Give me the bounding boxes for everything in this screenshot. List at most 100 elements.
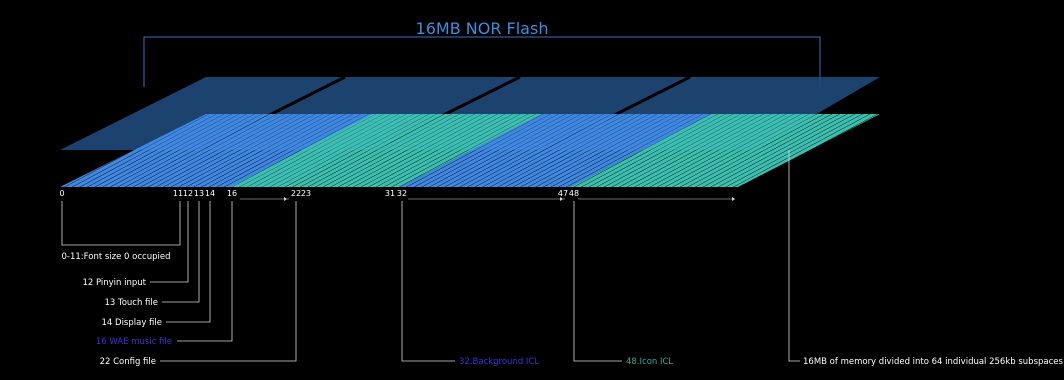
memory-stripe — [487, 114, 636, 187]
memory-stripe — [662, 114, 810, 187]
memory-stripe — [647, 114, 795, 187]
memory-stripe — [297, 114, 446, 187]
memory-stripe — [692, 114, 841, 187]
leader-line — [150, 201, 189, 283]
memory-stripe — [540, 114, 689, 187]
memory-stripe — [571, 114, 719, 187]
memory-stripe — [502, 114, 651, 187]
memory-stripe — [138, 114, 286, 187]
sector-tick-label: 22 — [291, 189, 301, 198]
memory-stripe — [221, 114, 370, 187]
region-label: 16 WAE music file — [96, 337, 172, 347]
region-label: 48.Icon ICL — [626, 357, 673, 367]
region-label: 0-11:Font size 0 occupied — [62, 252, 171, 262]
memory-stripe — [198, 114, 347, 187]
memory-stripe — [145, 114, 294, 187]
memory-stripe — [708, 114, 856, 187]
sector-tick-label: 31 — [385, 189, 395, 198]
memory-stripe — [230, 114, 377, 187]
memory-stripe — [69, 114, 218, 187]
memory-stripe — [449, 114, 598, 187]
memory-stripe — [320, 114, 468, 187]
memory-stripe — [548, 114, 696, 187]
memory-stripe — [107, 114, 256, 187]
memory-stripe — [426, 114, 575, 187]
memory-stripe — [130, 114, 278, 187]
range-arrowhead — [560, 197, 563, 201]
memory-stripe — [176, 114, 324, 187]
region-label: 12 Pinyin input — [82, 278, 146, 288]
sector-tick-label: 14 — [205, 189, 215, 198]
range-arrowhead — [732, 197, 735, 201]
leader-lines — [61, 150, 800, 362]
memory-stripe — [677, 114, 826, 187]
leader-line — [177, 201, 233, 342]
memory-stripe — [670, 114, 818, 187]
memory-stripe — [350, 114, 499, 187]
sector-tick-label: 11 — [173, 189, 183, 198]
memory-stripe — [457, 114, 605, 187]
leader-line — [166, 201, 211, 323]
memory-stripe — [723, 114, 871, 187]
leader-line — [160, 201, 297, 362]
memory-stripe — [594, 114, 742, 187]
memory-stripe — [472, 114, 620, 187]
memory-stripe — [609, 114, 757, 187]
memory-stripe — [464, 114, 613, 187]
memory-stripe — [343, 114, 491, 187]
sector-tick-label: 23 — [301, 189, 311, 198]
memory-stripe — [236, 114, 385, 187]
memory-stripe — [366, 114, 514, 187]
memory-stripe — [312, 114, 461, 187]
region-label: 16MB of memory divided into 64 individua… — [803, 357, 1064, 367]
region-label: 13 Touch file — [104, 298, 158, 308]
memory-stripe — [654, 114, 803, 187]
leader-line — [61, 201, 181, 246]
memory-stripe — [434, 114, 582, 187]
memory-stripe — [685, 114, 833, 187]
leader-line — [573, 201, 622, 362]
sector-tick-label: 16 — [227, 189, 237, 198]
memory-stripe — [730, 114, 879, 187]
memory-stripe — [267, 114, 415, 187]
memory-stripe — [122, 114, 271, 187]
memory-stripe — [480, 114, 628, 187]
memory-stripe — [510, 114, 658, 187]
memory-stripe — [586, 114, 734, 187]
memory-stripe — [92, 114, 240, 187]
memory-stripe — [358, 114, 506, 187]
memory-stripe — [252, 114, 400, 187]
memory-stripe — [495, 114, 643, 187]
memory-stripe — [639, 114, 788, 187]
memory-stripe — [84, 114, 233, 187]
memory-stripe — [282, 114, 430, 187]
memory-stripe — [259, 114, 408, 187]
sector-tick-label: 32 — [397, 189, 407, 198]
region-label: 22 Config file — [100, 357, 156, 367]
memory-stripe — [335, 114, 484, 187]
region-label: 32.Background ICL — [459, 357, 539, 367]
sector-tick-label: 0 — [59, 189, 64, 198]
memory-stripe — [244, 114, 392, 187]
memory-stripe — [168, 114, 316, 187]
sector-tick-label: 13 — [194, 189, 204, 198]
memory-stripe — [700, 114, 848, 187]
memory-stripe — [77, 114, 225, 187]
memory-stripe — [616, 114, 765, 187]
memory-stripe — [183, 114, 332, 187]
memory-stripe — [411, 114, 560, 187]
memory-stripe — [381, 114, 529, 187]
region-label: 14 Display file — [102, 318, 163, 328]
range-arrowhead — [284, 197, 287, 201]
memory-stripe — [525, 114, 674, 187]
memory-stripe — [624, 114, 772, 187]
memory-stripe — [404, 114, 552, 187]
memory-stripe — [632, 114, 780, 187]
memory-stripe — [442, 114, 590, 187]
memory-stripe — [153, 114, 301, 187]
sector-tick-label: 12 — [183, 189, 193, 198]
title-bracket — [143, 36, 821, 87]
memory-stripe — [305, 114, 453, 187]
memory-stripe — [563, 114, 712, 187]
